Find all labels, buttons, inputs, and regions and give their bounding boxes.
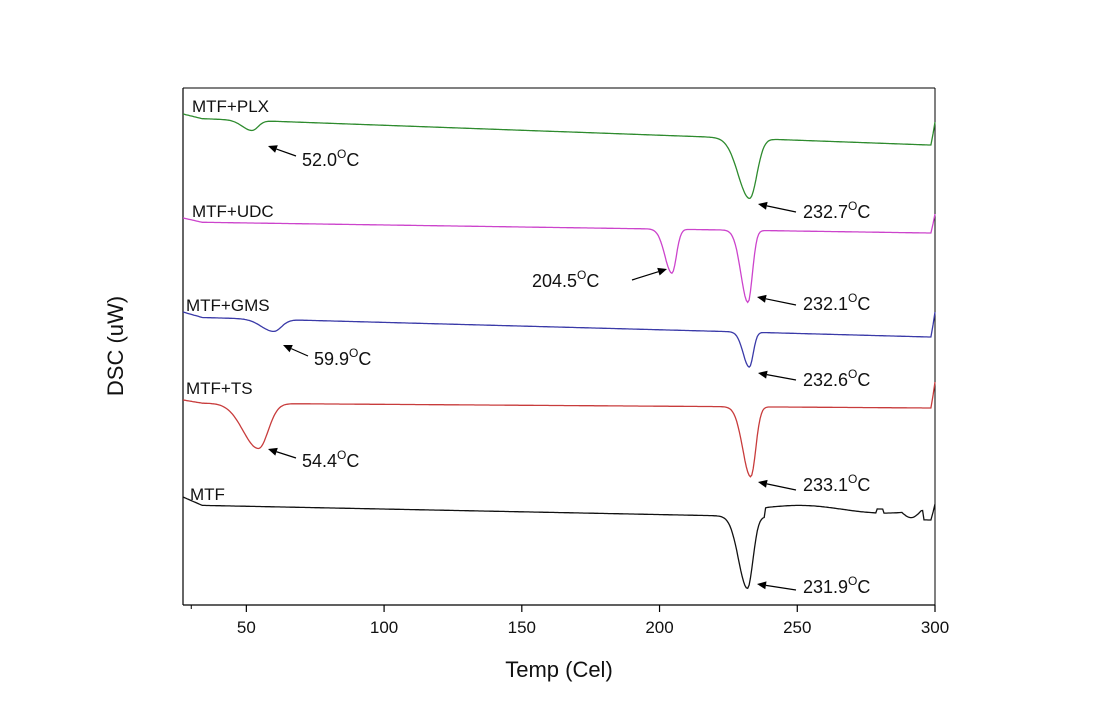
series-layer: MTF+PLX MTF+UDC MTF+GMS MTF+TS MTF <box>182 97 936 590</box>
peak-label: 232.7OC <box>803 199 870 222</box>
peak-unit: C <box>857 370 870 390</box>
series-label: MTF <box>190 485 225 504</box>
peak-value: 231.9 <box>803 577 848 597</box>
series-line <box>182 311 936 368</box>
peak-arrow-head <box>268 447 278 456</box>
peak-arrow-line <box>766 374 797 381</box>
peak-arrow-line <box>766 483 797 491</box>
peak-value: 232.1 <box>803 294 848 314</box>
peak-arrow-head <box>757 294 767 303</box>
y-axis-title: DSC (uW) <box>103 296 128 396</box>
degree-sup: O <box>848 199 857 213</box>
peak-arrow-head <box>757 581 767 590</box>
series-line <box>182 113 936 200</box>
peak-arrow-head <box>758 370 768 379</box>
peak-label: 54.4OC <box>302 448 359 471</box>
peak-unit: C <box>857 202 870 222</box>
peak-arrow-line <box>765 298 797 306</box>
x-tick-label: 300 <box>921 618 949 637</box>
peak-label: 204.5OC <box>532 268 599 291</box>
peak-unit: C <box>857 577 870 597</box>
peak-label: 232.1OC <box>803 291 870 314</box>
x-tick-label: 200 <box>645 618 673 637</box>
series-label: MTF+TS <box>186 379 253 398</box>
series-line <box>182 496 936 590</box>
peak-arrow-line <box>631 271 659 281</box>
annotation-layer: 52.0OC232.7OC204.5OC232.1OC59.9OC232.6OC… <box>268 145 870 597</box>
x-tick-label: 150 <box>508 618 536 637</box>
series-label: MTF+UDC <box>192 202 274 221</box>
peak-arrow-head <box>268 145 278 153</box>
peak-label: 52.0OC <box>302 147 359 170</box>
degree-sup: O <box>848 472 857 486</box>
peak-arrow-head <box>758 201 768 210</box>
peak-arrow-line <box>290 348 309 357</box>
degree-sup: O <box>848 574 857 588</box>
peak-unit: C <box>346 150 359 170</box>
peak-label: 59.9OC <box>314 346 371 369</box>
peak-unit: C <box>346 451 359 471</box>
x-axis-title: Temp (Cel) <box>505 657 613 682</box>
peak-value: 233.1 <box>803 475 848 495</box>
peak-arrow-head <box>657 267 667 276</box>
peak-value: 59.9 <box>314 349 349 369</box>
peak-label: 231.9OC <box>803 574 870 597</box>
peak-label: 232.6OC <box>803 367 870 390</box>
degree-sup: O <box>349 346 358 360</box>
degree-sup: O <box>337 147 346 161</box>
degree-sup: O <box>848 367 857 381</box>
peak-arrow-line <box>276 451 297 459</box>
peak-arrow-head <box>758 479 768 488</box>
peak-value: 232.7 <box>803 202 848 222</box>
peak-value: 54.4 <box>302 451 337 471</box>
peak-unit: C <box>358 349 371 369</box>
peak-unit: C <box>857 294 870 314</box>
x-tick-label: 100 <box>370 618 398 637</box>
series-line <box>182 213 936 304</box>
degree-sup: O <box>577 268 586 282</box>
peak-label: 233.1OC <box>803 472 870 495</box>
series-label: MTF+PLX <box>192 97 269 116</box>
peak-value: 232.6 <box>803 370 848 390</box>
x-tick-label: 250 <box>783 618 811 637</box>
peak-arrow-line <box>766 205 797 213</box>
peak-unit: C <box>857 475 870 495</box>
degree-sup: O <box>337 448 346 462</box>
peak-value: 204.5 <box>532 271 577 291</box>
peak-arrow-line <box>276 148 297 157</box>
peak-unit: C <box>586 271 599 291</box>
peak-arrow-head <box>283 345 293 353</box>
x-tick-label: 50 <box>237 618 256 637</box>
peak-arrow-line <box>765 584 797 591</box>
series-line <box>182 381 936 478</box>
x-ticks: 50 100 150 200 250 300 <box>190 605 949 637</box>
series-label: MTF+GMS <box>186 296 270 315</box>
peak-value: 52.0 <box>302 150 337 170</box>
degree-sup: O <box>848 291 857 305</box>
